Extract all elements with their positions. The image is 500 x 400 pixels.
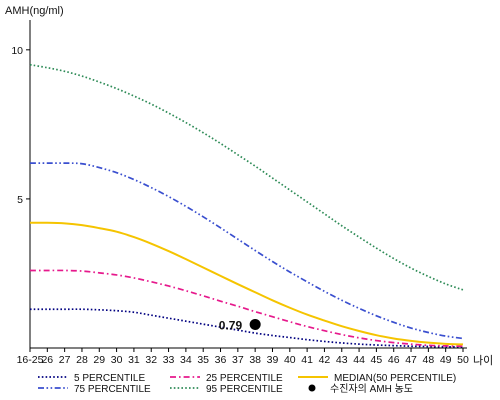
y-axis-label: AMH(ng/ml) [5,5,64,17]
x-tick-label: 47 [405,354,417,366]
legend-label-0: 5 PERCENTILE [74,373,145,384]
chart-marker-group: 0.79 [219,318,261,332]
series-line-3 [30,162,464,340]
x-axis-label: 나이 [473,354,493,367]
x-tick-label: 32 [145,354,157,366]
x-tick-label: 16-25 [17,354,44,366]
x-tick-label: 35 [197,354,209,366]
x-tick-label: 45 [371,354,383,366]
y-tick-label: 10 [11,45,23,57]
x-tick-label: 46 [388,354,400,366]
x-tick-label: 39 [267,354,279,366]
x-tick-label: 34 [180,354,192,366]
x-tick-label: 42 [319,354,331,366]
legend-label-4: 95 PERCENTILE [206,384,283,395]
x-tick-label: 37 [232,354,244,366]
x-tick-label: 49 [440,354,452,366]
series-line-2 [29,221,464,346]
x-tick-label: 28 [76,354,88,366]
chart-legend: 5 PERCENTILE 25 PERCENTILE MEDIAN(50 PERCE… [38,373,456,395]
x-tick-label: 43 [336,354,348,366]
patient-amh-value-label: 0.79 [219,318,243,332]
x-tick-label: 50 [457,354,469,366]
legend-label-3: 75 PERCENTILE [74,384,151,395]
legend-marker-swatch [308,384,316,392]
x-tick-label: 26 [41,354,53,366]
x-tick-label: 36 [215,354,227,366]
legend-label-2: MEDIAN(50 PERCENTILE) [334,373,456,384]
x-tick-label: 48 [423,354,435,366]
x-tick-label: 30 [111,354,123,366]
x-tick-label: 40 [284,354,296,366]
x-tick-label: 29 [93,354,105,366]
y-tick-label: 5 [17,194,23,206]
x-tick-label: 44 [353,354,365,366]
x-tick-label: 41 [301,354,313,366]
legend-marker-label: 수진자의 AMH 농도 [330,383,413,395]
patient-amh-point [249,318,261,330]
x-tick-label: 31 [128,354,140,366]
series-line-4 [29,63,464,291]
x-tick-label: 38 [249,354,261,366]
series-line-1 [29,269,464,348]
legend-label-1: 25 PERCENTILE [206,373,283,384]
chart-series-lines [29,63,464,348]
series-line-0 [30,308,464,348]
x-tick-label: 33 [163,354,175,366]
x-tick-label: 27 [59,354,71,366]
